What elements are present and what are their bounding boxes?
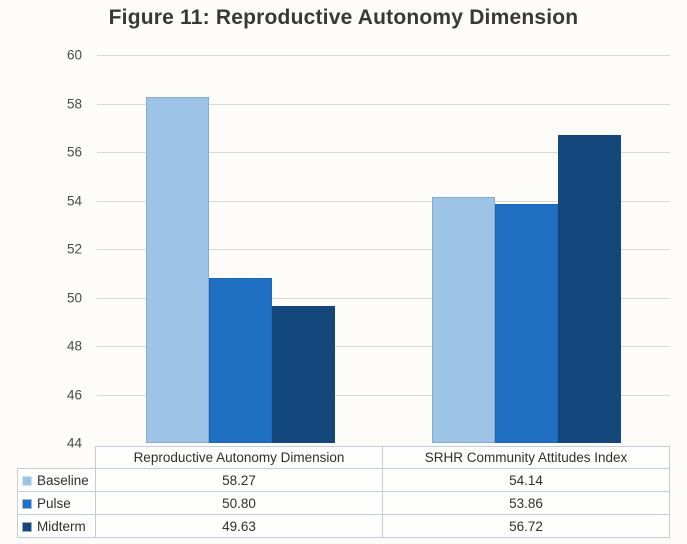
y-axis-tick-label: 58 <box>66 96 82 111</box>
bar-midterm-category-1 <box>271 306 335 443</box>
y-axis-tick-label: 52 <box>66 241 82 257</box>
legend-cell-pulse: Pulse <box>17 491 96 515</box>
bar-midterm-category-2 <box>558 134 622 443</box>
plot-area <box>97 55 670 443</box>
bar-baseline-category-1 <box>145 96 209 443</box>
y-axis-tick-label: 54 <box>66 193 82 208</box>
table-value-cell: 50.80 <box>95 491 383 515</box>
bar-pulse-category-1 <box>208 278 272 443</box>
y-axis-tick-label: 50 <box>66 290 82 305</box>
table-value-cell: 58.27 <box>95 468 383 492</box>
legend-label: Baseline <box>37 472 89 488</box>
gridline <box>97 394 670 396</box>
table-value-cell: 54.14 <box>382 468 670 492</box>
legend-swatch-icon <box>22 475 32 486</box>
chart-title: Figure 11: Reproductive Autonomy Dimensi… <box>108 6 579 29</box>
table-row: Pulse 50.80 53.86 <box>17 491 670 515</box>
table-value-cell: 53.86 <box>382 491 670 515</box>
table-column-header: SRHR Community Attitudes Index <box>382 446 670 469</box>
bar-baseline-category-2 <box>432 197 496 443</box>
legend-cell-baseline: Baseline <box>17 468 96 492</box>
legend-cell-midterm: Midterm <box>17 514 96 538</box>
y-axis-tick-label: 56 <box>66 144 82 160</box>
bar-pulse-category-2 <box>495 203 559 443</box>
gridline <box>97 200 670 202</box>
gridline <box>97 346 670 347</box>
gridline <box>97 152 670 153</box>
table-header-row: Reproductive Autonomy Dimension SRHR Comm… <box>18 446 670 469</box>
legend-label: Pulse <box>37 495 71 511</box>
table-row: Midterm 49.63 56.72 <box>17 514 670 538</box>
table-value-cell: 56.72 <box>382 514 670 538</box>
y-axis-tick-label: 48 <box>66 338 82 354</box>
gridline <box>97 103 670 105</box>
gridline <box>97 55 670 56</box>
y-axis-tick-label: 46 <box>66 387 82 402</box>
legend-swatch-icon <box>22 521 32 532</box>
gridline <box>97 249 670 250</box>
gridline <box>97 297 670 299</box>
table-value-cell: 49.63 <box>95 514 383 538</box>
legend-swatch-icon <box>22 498 32 509</box>
legend-label: Midterm <box>37 518 86 534</box>
y-axis-tick-label: 44 <box>66 435 82 451</box>
table-column-header: Reproductive Autonomy Dimension <box>95 446 383 469</box>
y-axis-tick-label: 60 <box>66 47 82 63</box>
table-row: Baseline 58.27 54.14 <box>17 468 670 492</box>
data-table: Reproductive Autonomy Dimension SRHR Comm… <box>17 446 670 538</box>
data-table-body: Reproductive Autonomy Dimension SRHR Comm… <box>17 446 670 538</box>
